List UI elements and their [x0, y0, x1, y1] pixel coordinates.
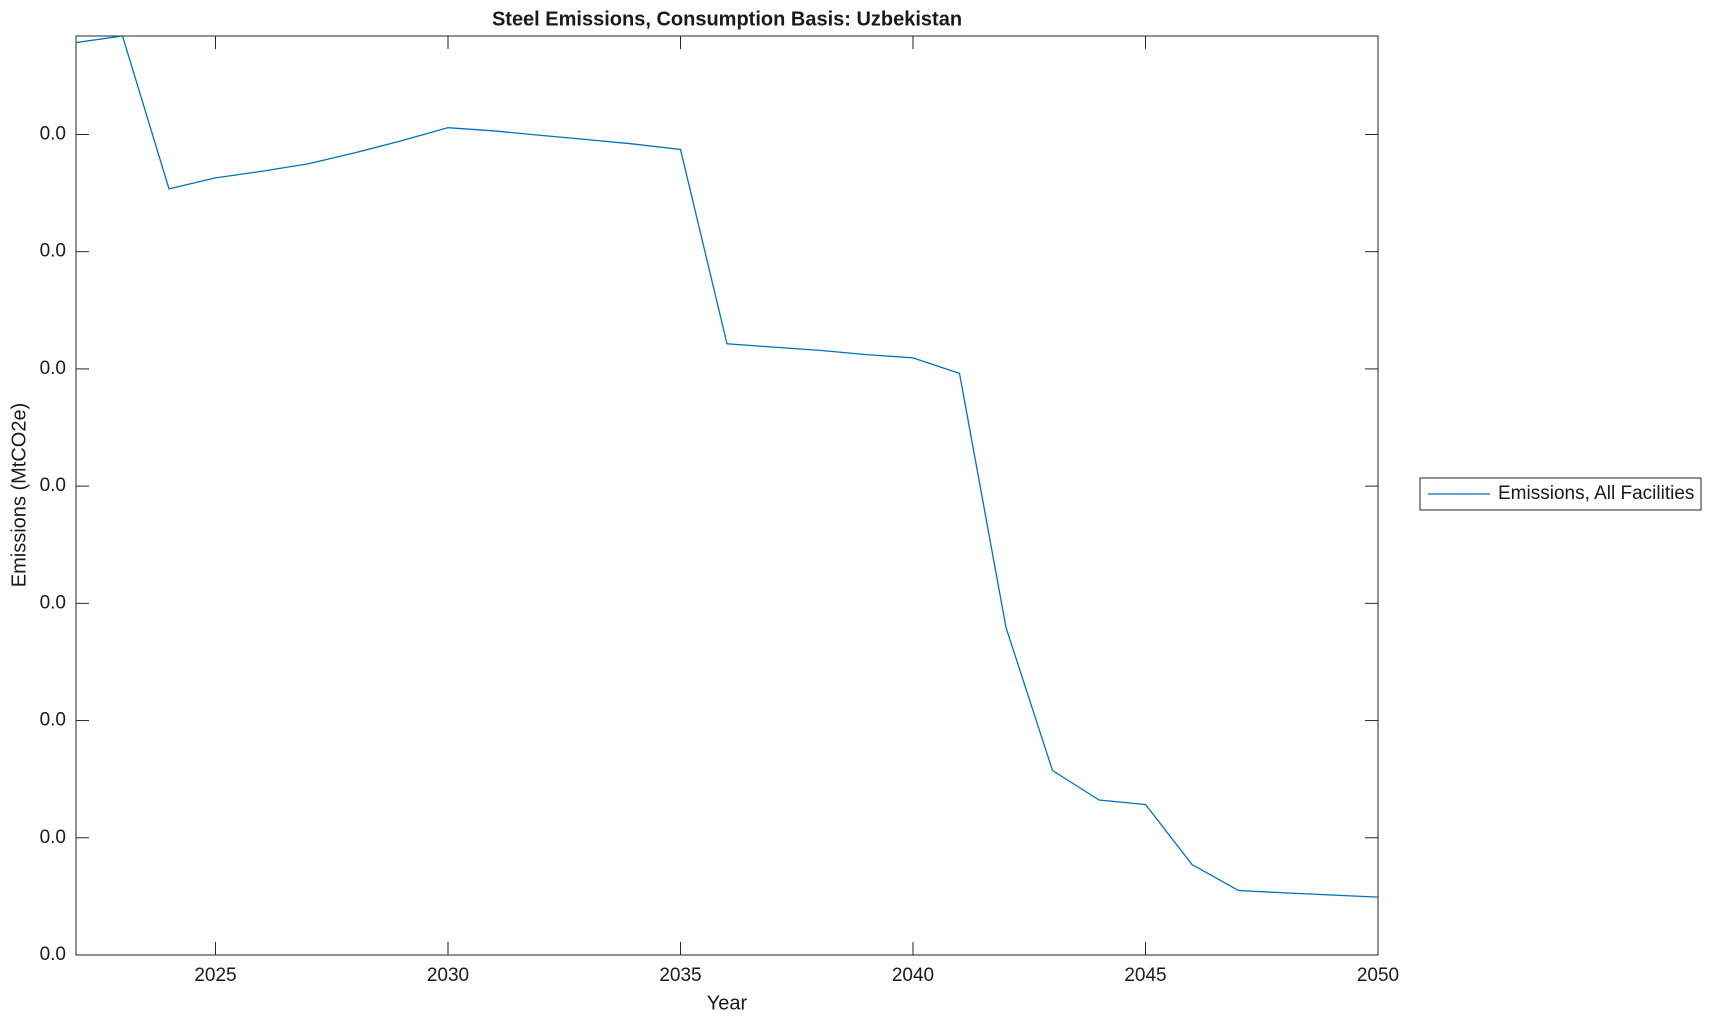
- y-tick-label: 0.0: [40, 241, 66, 262]
- chart-title: Steel Emissions, Consumption Basis: Uzbe…: [492, 8, 962, 30]
- x-tick-label: 2045: [1124, 965, 1166, 986]
- x-axis-label: Year: [707, 992, 748, 1014]
- y-tick-label: 0.0: [40, 944, 66, 965]
- x-tick-label: 2035: [659, 965, 701, 986]
- data-line: [76, 36, 1378, 898]
- y-tick-label: 0.0: [40, 123, 66, 144]
- y-tick-label: 0.0: [40, 827, 66, 848]
- x-tick-label: 2030: [427, 965, 469, 986]
- y-tick-label: 0.0: [40, 475, 66, 496]
- x-tick-label: 2050: [1357, 965, 1399, 986]
- legend: Emissions, All Facilities: [1419, 477, 1702, 511]
- y-tick-label: 0.0: [40, 710, 66, 731]
- legend-label: Emissions, All Facilities: [1498, 483, 1694, 504]
- y-tick-label: 0.0: [40, 592, 66, 613]
- x-tick-label: 2025: [194, 965, 236, 986]
- plot-area: [75, 35, 1379, 956]
- y-tick-label: 0.0: [40, 358, 66, 379]
- x-tick-label: 2040: [892, 965, 934, 986]
- y-axis-label: Emissions (MtCO2e): [8, 403, 30, 587]
